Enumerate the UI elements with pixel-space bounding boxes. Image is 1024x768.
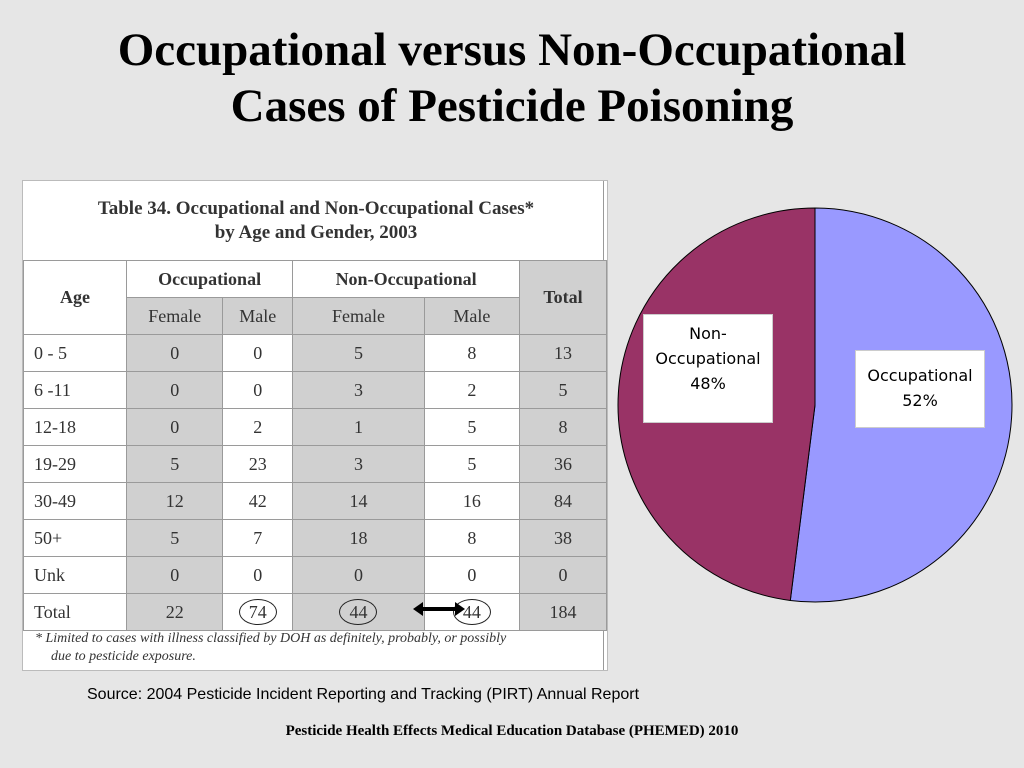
table-row: Total 22 74 44 44 184 [23,593,607,631]
table-caption: Table 34. Occupational and Non-Occupatio… [23,197,609,245]
cell-age: Total [23,593,127,631]
subheader-male: Male [423,297,521,335]
circled-value: 44 [339,599,378,625]
cell-non-occupational-male: 16 [423,482,521,520]
cell-total: 0 [519,556,607,594]
cell-age: 12-18 [23,408,127,446]
pie-label-line: Occupational [655,349,761,368]
cell-non-occupational-female: 18 [292,519,425,557]
cell-occupational-male: 23 [222,445,294,483]
table-body: 0 - 5 0 0 5 8 13 6 -11 0 0 3 2 5 12-18 0 2 1 5 8 19-29 5 23 3… [23,334,607,631]
cell-occupational-female: 0 [125,556,224,594]
cell-non-occupational-female: 3 [292,445,425,483]
cell-occupational-female: 0 [125,408,224,446]
footnote-line-2: due to pesticide exposure. [51,649,196,664]
source-note: Source: 2004 Pesticide Incident Reportin… [87,686,640,703]
subheader-female: Female [125,297,224,335]
cell-occupational-male: 0 [222,556,294,594]
cell-occupational-male: 2 [222,408,294,446]
cell-occupational-male: 0 [222,371,294,409]
cell-non-occupational-female: 0 [292,556,425,594]
footnote-line-1: * Limited to cases with illness classifi… [35,631,507,646]
circled-value: 44 [452,599,491,625]
table-row: 50+ 5 7 18 8 38 [23,519,607,557]
table-row: Unk 0 0 0 0 0 [23,556,607,594]
table-row: 19-29 5 23 3 5 36 [23,445,607,483]
pie-label-line: Occupational [867,366,973,385]
cell-non-occupational-female: 44 [292,593,425,631]
cell-total: 38 [519,519,607,557]
slide-title: Occupational versus Non-Occupational Cas… [0,22,1024,134]
cell-non-occupational-female: 1 [292,408,425,446]
table-footnote: * Limited to cases with illness classifi… [35,630,605,666]
table-image: Table 34. Occupational and Non-Occupatio… [22,180,608,671]
header-age: Age [23,260,127,335]
cell-age: Unk [23,556,127,594]
cell-occupational-female: 5 [125,445,224,483]
cell-non-occupational-male: 0 [423,556,521,594]
cell-occupational-female: 0 [125,334,224,372]
cell-age: 19-29 [23,445,127,483]
cell-age: 0 - 5 [23,334,127,372]
cell-total: 13 [519,334,607,372]
cell-non-occupational-male: 5 [423,408,521,446]
cell-non-occupational-male: 2 [423,371,521,409]
cell-total: 184 [519,593,607,631]
pie-label-non-occupational: Non- Occupational 48% [643,314,773,423]
cell-occupational-female: 0 [125,371,224,409]
cell-total: 5 [519,371,607,409]
data-table: Age Occupational Non-Occupational Total … [23,260,607,631]
cell-occupational-female: 22 [125,593,224,631]
cell-occupational-female: 5 [125,519,224,557]
slide-title-line-1: Occupational versus Non-Occupational [117,24,907,76]
slide-title-line-2: Cases of Pesticide Poisoning [230,80,794,132]
cell-non-occupational-male: 44 [423,593,521,631]
table-caption-line-2: by Age and Gender, 2003 [214,222,418,243]
cell-age: 50+ [23,519,127,557]
pie-label-line: Non- [689,324,727,343]
pie-label-occupational: Occupational 52% [855,350,985,428]
cell-non-occupational-male: 8 [423,519,521,557]
cell-total: 8 [519,408,607,446]
double-arrow-icon [413,602,465,616]
table-row: 30-49 12 42 14 16 84 [23,482,607,520]
cell-non-occupational-female: 5 [292,334,425,372]
pie-label-value: 52% [902,391,938,410]
cell-total: 36 [519,445,607,483]
cell-occupational-male: 0 [222,334,294,372]
cell-non-occupational-female: 3 [292,371,425,409]
cell-occupational-female: 12 [125,482,224,520]
header-occupational: Occupational [125,260,294,298]
pie-label-value: 48% [690,374,726,393]
circled-value: 74 [238,599,277,625]
subheader-male: Male [222,297,294,335]
subheader-female: Female [292,297,425,335]
cell-age: 6 -11 [23,371,127,409]
footer-credit: Pesticide Health Effects Medical Educati… [285,723,739,739]
cell-occupational-male: 7 [222,519,294,557]
header-total: Total [519,260,607,335]
cell-non-occupational-male: 5 [423,445,521,483]
cell-occupational-male: 74 [222,593,294,631]
cell-non-occupational-male: 8 [423,334,521,372]
cell-occupational-male: 42 [222,482,294,520]
cell-age: 30-49 [23,482,127,520]
cell-non-occupational-female: 14 [292,482,425,520]
cell-total: 84 [519,482,607,520]
table-row: 0 - 5 0 0 5 8 13 [23,334,607,372]
header-non-occupational: Non-Occupational [292,260,520,298]
table-caption-line-1: Table 34. Occupational and Non-Occupatio… [97,198,535,219]
table-row: 12-18 0 2 1 5 8 [23,408,607,446]
table-row: 6 -11 0 0 3 2 5 [23,371,607,409]
